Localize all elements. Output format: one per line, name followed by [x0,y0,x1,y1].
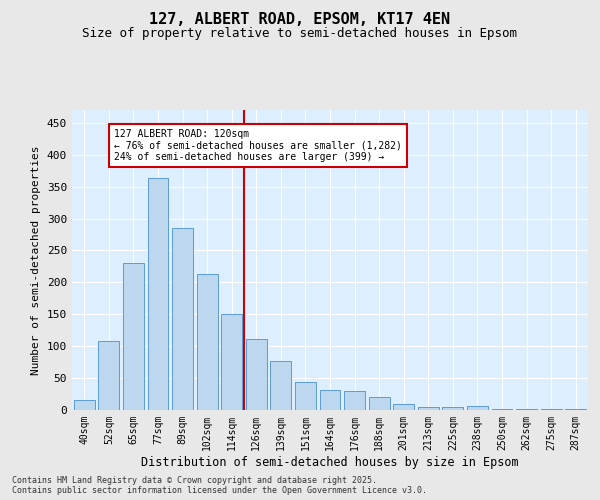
Bar [74,400,95,410]
Bar [467,406,488,410]
Bar [246,338,267,410]
Y-axis label: Number of semi-detached properties: Number of semi-detached properties [31,145,41,375]
Bar [172,228,193,410]
Bar [344,391,365,410]
Text: Size of property relative to semi-detached houses in Epsom: Size of property relative to semi-detach… [83,28,517,40]
Bar [368,396,389,410]
Text: 127, ALBERT ROAD, EPSOM, KT17 4EN: 127, ALBERT ROAD, EPSOM, KT17 4EN [149,12,451,28]
Bar [320,390,340,410]
Bar [565,408,586,410]
Bar [442,407,463,410]
Bar [221,314,242,410]
Bar [491,408,512,410]
Bar [271,362,292,410]
Bar [98,341,119,410]
Bar [123,263,144,410]
X-axis label: Distribution of semi-detached houses by size in Epsom: Distribution of semi-detached houses by … [141,456,519,468]
Text: Contains HM Land Registry data © Crown copyright and database right 2025.
Contai: Contains HM Land Registry data © Crown c… [12,476,427,495]
Bar [393,404,414,410]
Text: 127 ALBERT ROAD: 120sqm
← 76% of semi-detached houses are smaller (1,282)
24% of: 127 ALBERT ROAD: 120sqm ← 76% of semi-de… [114,129,401,162]
Bar [197,274,218,410]
Bar [295,382,316,410]
Bar [148,178,169,410]
Bar [418,407,439,410]
